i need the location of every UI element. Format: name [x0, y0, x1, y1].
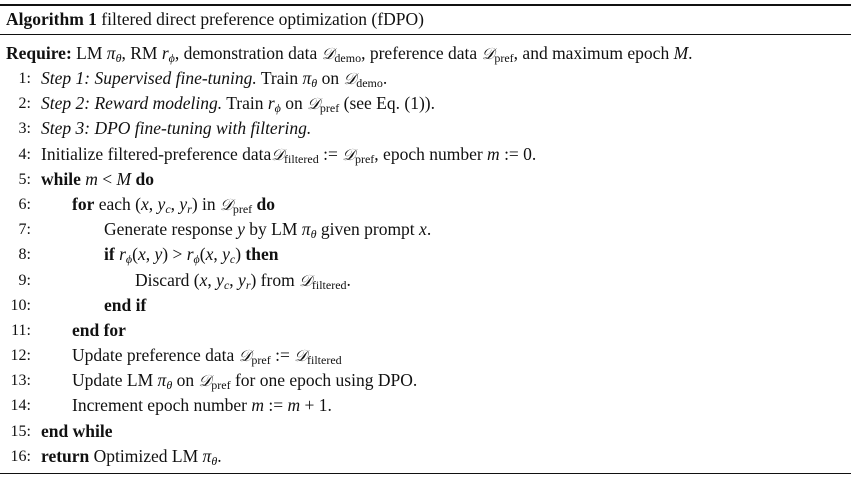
- line-text: Increment epoch number m := m + 1.: [72, 395, 332, 416]
- line-number: 2:: [18, 95, 31, 113]
- algorithm-line-8: 8: if rϕ(x, y) > rϕ(x, yc) then: [0, 242, 851, 267]
- algorithm-line-12: 12: Update preference data 𝒟pref := 𝒟fil…: [0, 343, 851, 368]
- bottom-rule: [0, 473, 851, 474]
- line-number: 7:: [18, 221, 31, 239]
- line-text: for each (x, yc, yr) in 𝒟pref do: [72, 193, 276, 216]
- caption-rule: [0, 34, 851, 35]
- line-text: Update LM πθ on 𝒟pref for one epoch usin…: [72, 370, 418, 393]
- require-text: LM πθ, RM rϕ, demonstration data 𝒟demo, …: [76, 43, 693, 65]
- line-number: 10:: [10, 296, 31, 314]
- line-text: Initialize filtered-preference data𝒟filt…: [41, 143, 537, 166]
- algorithm-line-7: 7: Generate response y by LM πθ given pr…: [0, 217, 851, 242]
- algorithm-title: filtered direct preference optimization …: [101, 9, 424, 29]
- line-number: 4:: [18, 145, 31, 163]
- algorithm-line-4: 4: Initialize filtered-preference data𝒟f…: [0, 142, 851, 167]
- algorithm-line-2: 2: Step 2: Reward modeling. Train rϕ on …: [0, 91, 851, 116]
- algorithm-line-11: 11: end for: [0, 318, 851, 343]
- line-text: end while: [41, 420, 113, 441]
- algorithm-line-3: 3: Step 3: DPO fine-tuning with filterin…: [0, 116, 851, 141]
- line-number: 3:: [18, 120, 31, 138]
- require-keyword: Require:: [6, 43, 72, 63]
- algorithm-line-14: 14: Increment epoch number m := m + 1.: [0, 393, 851, 418]
- line-number: 14:: [10, 397, 31, 415]
- line-number: 16:: [10, 447, 31, 465]
- line-text: end for: [72, 319, 126, 340]
- line-number: 6:: [18, 195, 31, 213]
- line-number: 9:: [18, 271, 31, 289]
- top-rule: [0, 4, 851, 6]
- line-text: while m < M do: [41, 168, 154, 189]
- algorithm-line-1: 1: Step 1: Supervised fine-tuning. Train…: [0, 66, 851, 91]
- line-number: 11:: [11, 321, 31, 339]
- algorithm-line-9: 9: Discard (x, yc, yr) from 𝒟filtered.: [0, 268, 851, 293]
- require-line: Require: LM πθ, RM rϕ, demonstration dat…: [6, 42, 693, 65]
- algorithm-line-5: 5: while m < M do: [0, 167, 851, 192]
- line-text: return Optimized LM πθ.: [41, 445, 222, 468]
- algorithm-line-10: 10: end if: [0, 293, 851, 318]
- algorithm-box: Algorithm 1 filtered direct preference o…: [0, 4, 851, 474]
- line-text: Step 2: Reward modeling. Train rϕ on 𝒟pr…: [41, 93, 435, 116]
- algorithm-label: Algorithm 1: [6, 9, 97, 29]
- line-text: Discard (x, yc, yr) from 𝒟filtered.: [135, 269, 351, 292]
- line-text: Generate response y by LM πθ given promp…: [104, 219, 432, 242]
- line-number: 5:: [18, 170, 31, 188]
- algorithm-line-13: 13: Update LM πθ on 𝒟pref for one epoch …: [0, 368, 851, 393]
- line-text: Step 3: DPO fine-tuning with filtering.: [41, 118, 312, 139]
- algorithm-caption: Algorithm 1 filtered direct preference o…: [6, 8, 424, 30]
- line-text: Update preference data 𝒟pref := 𝒟filtere…: [72, 345, 342, 368]
- line-text: end if: [104, 294, 147, 315]
- line-number: 8:: [18, 246, 31, 264]
- algorithm-line-15: 15: end while: [0, 419, 851, 444]
- algorithm-line-6: 6: for each (x, yc, yr) in 𝒟pref do: [0, 192, 851, 217]
- algorithm-lines: 1: Step 1: Supervised fine-tuning. Train…: [0, 66, 851, 469]
- algorithm-line-16: 16: return Optimized LM πθ.: [0, 444, 851, 469]
- line-number: 12:: [10, 347, 31, 365]
- line-number: 13:: [10, 372, 31, 390]
- line-number: 15:: [10, 422, 31, 440]
- line-number: 1:: [18, 70, 31, 87]
- line-text: Step 1: Supervised fine-tuning. Train πθ…: [41, 68, 388, 90]
- line-text: if rϕ(x, y) > rϕ(x, yc) then: [104, 244, 279, 267]
